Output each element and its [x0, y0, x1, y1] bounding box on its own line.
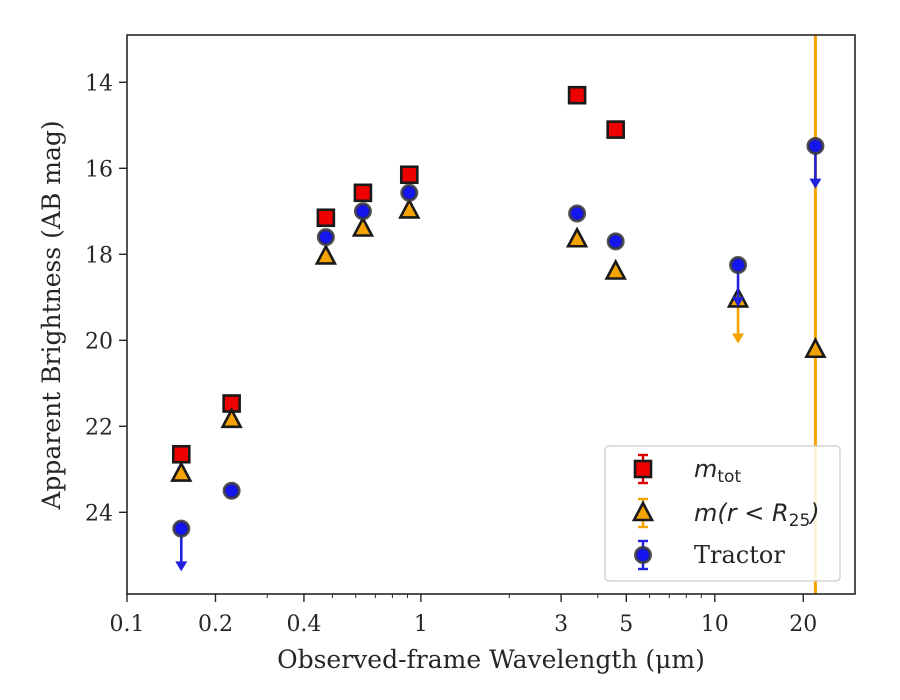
legend-label-2: Tractor [694, 541, 785, 569]
series-2-point-5 [568, 204, 587, 223]
x-tick-label-7: 20 [789, 612, 817, 637]
series-1-point-8 [804, 336, 827, 359]
series-2-point-8 [806, 136, 825, 155]
series-1-point-4 [398, 197, 421, 219]
series-2 [172, 136, 825, 572]
y-tick-label-4: 22 [85, 415, 113, 440]
y-tick-label-2: 18 [85, 243, 113, 268]
series-1-point-5 [565, 226, 589, 248]
series-1-point-3 [351, 215, 375, 237]
series-0 [171, 85, 625, 464]
x-axis-label: Observed-frame Wavelength (μm) [277, 645, 705, 674]
series-2-point-6 [606, 232, 625, 251]
legend-item-2: Tractor [634, 539, 785, 571]
series-2-point-0 [172, 519, 191, 538]
series-2-point-4 [400, 183, 419, 202]
series-0-point-3 [353, 183, 373, 203]
series-2-point-1 [222, 481, 241, 500]
legend: mtot m(r < R25) Tractor [604, 445, 841, 582]
series-1-point-0 [170, 460, 193, 482]
series-2-point-7 [729, 256, 748, 275]
y-tick-label-0: 14 [85, 71, 113, 96]
series-0-point-4 [399, 165, 419, 185]
y-tick-label-5: 24 [85, 501, 113, 526]
series-1-point-6 [604, 258, 627, 280]
legend-item-0: mtot [633, 453, 741, 487]
legend-marker-2 [634, 546, 652, 564]
series-0-point-5 [567, 85, 587, 105]
legend-marker-0 [633, 459, 653, 479]
x-tick-label-3: 1 [414, 612, 428, 637]
series-0-point-2 [316, 208, 336, 228]
y-axis-label: Apparent Brightness (AB mag) [37, 120, 66, 510]
legend-box [604, 445, 841, 582]
series-2-point-2 [316, 228, 335, 247]
legend-label-0: mtot [694, 455, 741, 487]
series-1-point-1 [220, 407, 243, 429]
legend-label-1: m(r < R25) [694, 499, 820, 531]
y-tick-label-1: 16 [85, 157, 113, 182]
series-0-point-0 [171, 444, 191, 464]
y-tick-label-3: 20 [85, 329, 113, 354]
x-tick-label-5: 5 [619, 612, 633, 637]
plot-frame [126, 34, 856, 595]
series-2-point-3 [353, 202, 372, 221]
legend-item-1: m(r < R25) [631, 497, 820, 531]
x-tick-label-1: 0.2 [198, 612, 233, 637]
series-0-point-6 [606, 120, 625, 139]
x-tick-label-6: 10 [701, 612, 729, 637]
legend-marker-1 [631, 500, 655, 522]
x-tick-label-2: 0.4 [286, 612, 321, 637]
series-1-point-2 [314, 243, 338, 265]
x-tick-label-4: 3 [554, 612, 568, 637]
x-tick-label-0: 0.1 [110, 612, 145, 637]
